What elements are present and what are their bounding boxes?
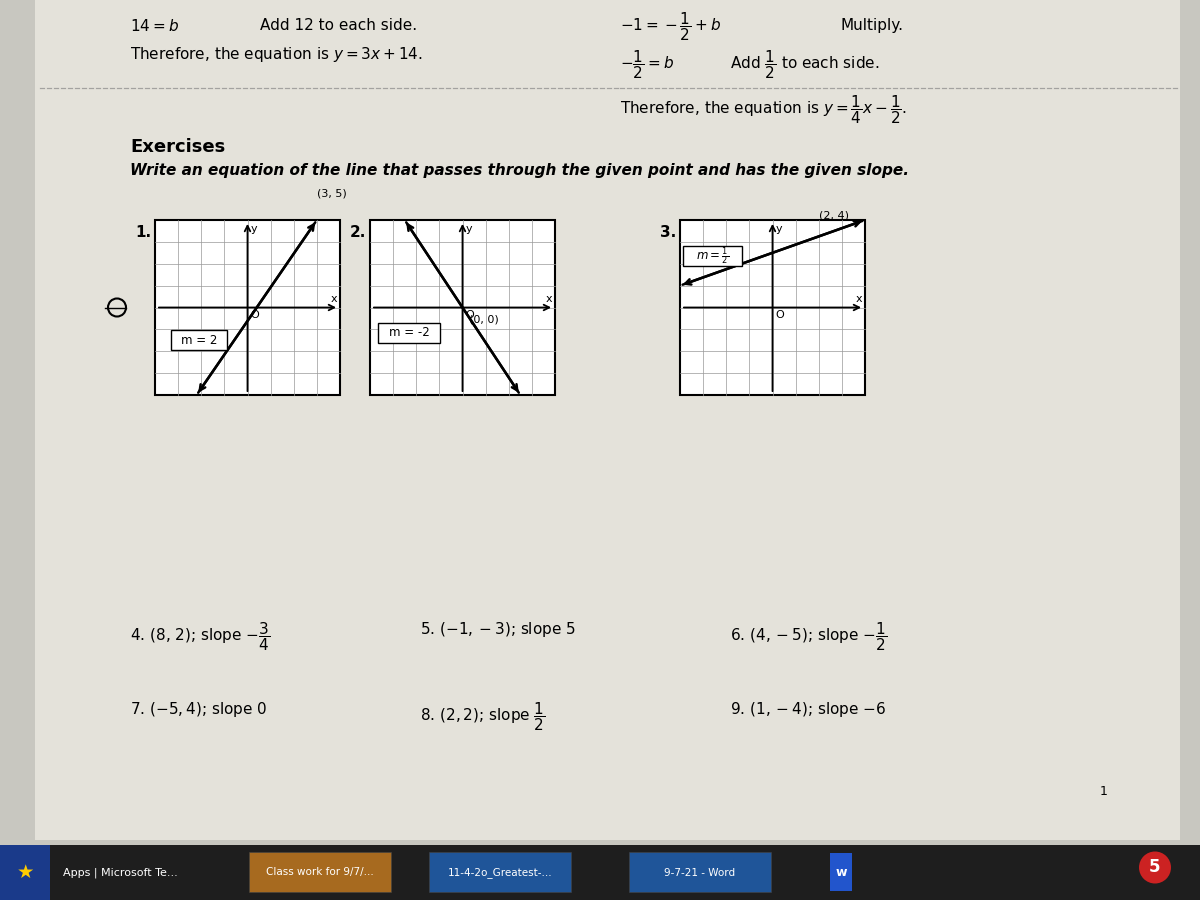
Circle shape [1139, 851, 1171, 884]
Bar [0, 845, 1200, 900]
Text: Add 12 to each side.: Add 12 to each side. [260, 18, 418, 33]
Text: w: w [835, 866, 847, 879]
Text: (2, 4): (2, 4) [818, 210, 848, 220]
Text: 7. $(-5, 4)$; slope 0: 7. $(-5, 4)$; slope 0 [130, 700, 268, 719]
Text: y: y [775, 224, 782, 234]
Text: 3.: 3. [660, 225, 677, 240]
Text: m = -2: m = -2 [389, 327, 430, 339]
FancyBboxPatch shape [683, 246, 742, 266]
Text: 1: 1 [1100, 785, 1108, 798]
Text: 5: 5 [1150, 859, 1160, 877]
Text: y: y [251, 224, 257, 234]
Text: O: O [251, 310, 259, 320]
Text: 2.: 2. [350, 225, 366, 240]
Text: 4. (8, 2); slope $-\dfrac{3}{4}$: 4. (8, 2); slope $-\dfrac{3}{4}$ [130, 620, 270, 652]
Text: 5. $(-1, -3)$; slope 5: 5. $(-1, -3)$; slope 5 [420, 620, 576, 639]
Text: Therefore, the equation is $y = 3x + 14$.: Therefore, the equation is $y = 3x + 14$… [130, 45, 422, 64]
Text: Apps | Microsoft Te...: Apps | Microsoft Te... [62, 868, 178, 878]
Text: O: O [775, 310, 785, 320]
Text: m = 2: m = 2 [181, 334, 217, 346]
Bar [155, 220, 340, 395]
Text: Write an equation of the line that passes through the given point and has the gi: Write an equation of the line that passe… [130, 163, 910, 178]
FancyBboxPatch shape [430, 852, 571, 892]
Text: x: x [856, 293, 862, 303]
Text: 9. $(1, -4)$; slope $-6$: 9. $(1, -4)$; slope $-6$ [730, 700, 886, 719]
Text: O: O [466, 310, 474, 320]
FancyBboxPatch shape [629, 852, 772, 892]
Text: ★: ★ [17, 863, 34, 882]
Text: (3, 5): (3, 5) [317, 188, 347, 198]
Text: y: y [466, 224, 472, 234]
FancyBboxPatch shape [378, 323, 440, 343]
Text: 9-7-21 - Word: 9-7-21 - Word [665, 868, 736, 878]
FancyBboxPatch shape [172, 330, 227, 350]
Text: $-\dfrac{1}{2} = b$: $-\dfrac{1}{2} = b$ [620, 48, 674, 81]
Text: 1.: 1. [134, 225, 151, 240]
Text: $-1 = -\dfrac{1}{2} + b$: $-1 = -\dfrac{1}{2} + b$ [620, 10, 721, 43]
Bar [0, 845, 50, 900]
Text: Therefore, the equation is $y = \dfrac{1}{4}x - \dfrac{1}{2}$.: Therefore, the equation is $y = \dfrac{1… [620, 93, 907, 126]
Text: $14 = b$: $14 = b$ [130, 18, 179, 34]
Text: x: x [330, 293, 337, 303]
Text: Multiply.: Multiply. [840, 18, 904, 33]
Text: $m=\frac{1}{2}$: $m=\frac{1}{2}$ [696, 245, 730, 266]
Text: Add $\dfrac{1}{2}$ to each side.: Add $\dfrac{1}{2}$ to each side. [730, 48, 880, 81]
Text: 8. $(2, 2)$; slope $\dfrac{1}{2}$: 8. $(2, 2)$; slope $\dfrac{1}{2}$ [420, 700, 546, 733]
Text: 11-4-2o_Greatest-...: 11-4-2o_Greatest-... [448, 867, 552, 878]
Bar [830, 853, 852, 891]
Text: Class work for 9/7/...: Class work for 9/7/... [266, 868, 374, 878]
FancyBboxPatch shape [250, 852, 391, 892]
Text: 6. $(4, -5)$; slope $-\dfrac{1}{2}$: 6. $(4, -5)$; slope $-\dfrac{1}{2}$ [730, 620, 887, 652]
Text: Exercises: Exercises [130, 138, 226, 156]
Bar [370, 220, 554, 395]
Bar [680, 220, 865, 395]
Text: (0, 0): (0, 0) [469, 314, 499, 324]
Text: x: x [545, 293, 552, 303]
